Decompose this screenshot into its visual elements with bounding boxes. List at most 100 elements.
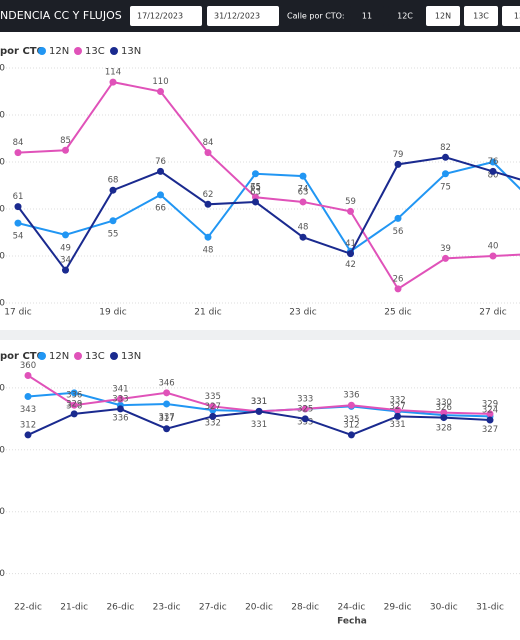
date-input[interactable]	[207, 6, 279, 26]
x-tick-label: 26-dic	[106, 603, 134, 613]
filter-button[interactable]	[426, 6, 460, 26]
filter-button[interactable]	[350, 6, 384, 26]
data-point	[209, 402, 217, 410]
data-point	[70, 410, 78, 418]
data-point	[442, 254, 449, 262]
data-point	[347, 250, 354, 258]
legend-label: 13N	[121, 46, 141, 57]
x-axis-title: Fecha	[337, 617, 367, 627]
data-label: 335	[343, 415, 359, 425]
data-label: 41	[345, 239, 356, 249]
legend-marker	[74, 352, 82, 360]
data-point	[163, 425, 171, 433]
data-point	[489, 252, 497, 260]
data-point	[255, 407, 263, 415]
data-point	[301, 415, 309, 423]
x-tick-label: 19 dic	[99, 308, 127, 318]
data-label: 312	[343, 420, 359, 430]
legend-marker	[38, 47, 46, 55]
data-label: 48	[298, 223, 309, 233]
data-point	[252, 170, 259, 178]
data-label: 80	[488, 171, 499, 181]
data-point	[62, 146, 69, 154]
data-label: 333	[297, 417, 313, 427]
filter-button-label: 11	[362, 12, 372, 21]
data-point	[24, 393, 32, 401]
data-point	[440, 409, 448, 417]
filter-button[interactable]	[388, 6, 422, 26]
data-label: 42	[345, 260, 356, 270]
data-label: 54	[13, 232, 24, 242]
data-point	[204, 233, 212, 241]
data-label: 336	[112, 414, 128, 424]
data-label: 114	[105, 68, 121, 78]
data-label: 337	[158, 412, 174, 422]
data-label: 329	[482, 399, 498, 409]
filter-button[interactable]	[502, 6, 520, 26]
data-point	[209, 412, 217, 420]
data-label: 327	[482, 425, 498, 435]
legend-label: 12N	[49, 351, 69, 362]
data-point	[157, 191, 164, 199]
data-point	[489, 158, 497, 166]
date-input[interactable]	[130, 6, 202, 26]
x-tick-label: 25 dic	[384, 308, 412, 318]
filter-button-label: 12N	[435, 12, 451, 21]
data-label: 110	[152, 77, 168, 87]
data-label: 84	[203, 138, 214, 148]
data-label: 68	[108, 176, 119, 186]
filter-button[interactable]	[464, 6, 498, 26]
page-title: NDENCIA CC Y FLUJOS	[0, 9, 122, 22]
data-label: 360	[20, 361, 36, 371]
data-point	[394, 412, 402, 420]
data-label: 63	[298, 187, 309, 197]
x-tick-label: 21 dic	[194, 308, 222, 318]
data-label: 332	[205, 419, 221, 429]
data-label: 59	[345, 197, 356, 207]
data-label: 55	[108, 229, 119, 239]
x-tick-label: 24-dic	[337, 603, 365, 613]
y-tick-label: 120	[0, 64, 5, 74]
y-tick-label: 40	[0, 252, 5, 262]
data-label: 329	[66, 399, 82, 409]
filter-label: Calle por CTO:	[287, 12, 345, 21]
data-label: 48	[203, 246, 214, 256]
y-tick-label: 350	[0, 383, 5, 393]
data-label: 331	[251, 397, 267, 407]
data-label: 49	[60, 243, 71, 253]
data-label: 65	[250, 183, 261, 193]
data-label: 331	[251, 397, 267, 407]
data-point	[204, 149, 212, 157]
data-label: 40	[488, 242, 499, 252]
data-label: 26	[393, 274, 404, 284]
data-label: 328	[436, 424, 452, 434]
data-point	[24, 371, 32, 379]
x-tick-label: 21-dic	[60, 603, 88, 613]
data-point	[157, 167, 164, 175]
filter-button-label: 12C	[397, 12, 413, 21]
data-label: 79	[393, 150, 404, 160]
x-tick-label: 27-dic	[199, 603, 227, 613]
y-tick-label: 300	[0, 445, 5, 455]
legend-marker	[110, 47, 118, 55]
data-point	[109, 78, 117, 86]
x-tick-label: 29-dic	[384, 603, 412, 613]
data-label: 62	[203, 190, 214, 200]
data-label: 82	[440, 143, 451, 153]
data-label: 333	[297, 394, 313, 404]
legend-marker	[110, 352, 118, 360]
data-point	[204, 200, 212, 208]
date-to: 31/12/2023	[214, 12, 260, 21]
data-point	[14, 149, 22, 157]
filter-button-label: 13	[514, 12, 520, 21]
data-point	[116, 395, 124, 403]
data-point	[163, 389, 171, 397]
data-point	[14, 219, 22, 227]
x-tick-label: 23-dic	[153, 603, 181, 613]
legend-title: por CTO	[0, 351, 45, 362]
data-label: 312	[20, 420, 36, 430]
data-label: 335	[205, 392, 221, 402]
legend-label: 13N	[121, 351, 141, 362]
data-label: 85	[60, 136, 71, 146]
